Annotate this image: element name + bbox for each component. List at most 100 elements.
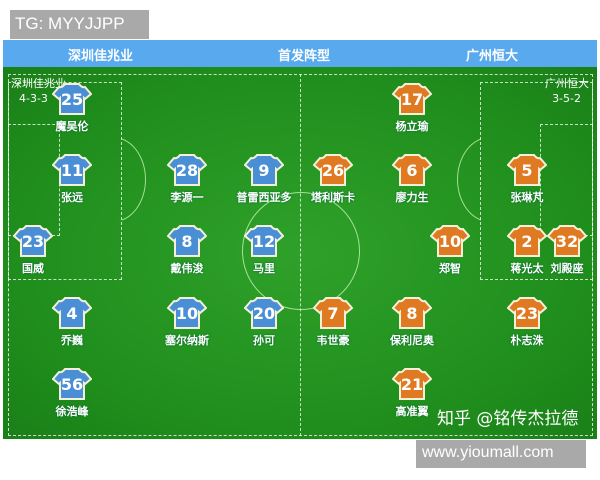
player-name: 塔利斯卡 — [311, 191, 355, 204]
home-player: 8 戴伟浚 — [157, 224, 217, 276]
away-player: 8 保利尼奥 — [382, 296, 442, 348]
player-name: 刘殿座 — [550, 262, 584, 275]
jersey-icon: 5 — [507, 154, 547, 186]
home-player: 56 徐浩峰 — [42, 367, 102, 419]
jersey-number: 7 — [327, 304, 338, 323]
away-player: 17 杨立瑜 — [382, 82, 442, 134]
jersey-number: 25 — [61, 90, 83, 109]
away-player: 21 高准翼 — [382, 367, 442, 419]
away-player: 32 刘殿座 — [537, 224, 597, 276]
jersey-icon: 4 — [52, 297, 92, 329]
away-team-title: 广州恒大 — [466, 49, 519, 64]
jersey-icon: 8 — [392, 297, 432, 329]
watermark-top: TG: MYYJJPP — [10, 10, 149, 39]
jersey-number: 17 — [401, 90, 423, 109]
home-player: 25 魔吴伦 — [42, 82, 102, 134]
jersey-icon: 10 — [430, 225, 470, 257]
jersey-number: 20 — [253, 304, 275, 323]
jersey-number: 9 — [258, 161, 269, 180]
player-name: 郑智 — [439, 262, 461, 275]
center-circle — [242, 192, 360, 310]
player-name: 戴伟浚 — [170, 262, 204, 275]
player-name: 韦世豪 — [316, 334, 350, 347]
jersey-icon: 26 — [313, 154, 353, 186]
player-name: 乔巍 — [61, 334, 83, 347]
jersey-number: 8 — [406, 304, 417, 323]
jersey-number: 11 — [61, 161, 83, 180]
player-name: 孙可 — [253, 334, 275, 347]
jersey-number: 21 — [401, 375, 423, 394]
jersey-number: 23 — [516, 304, 538, 323]
player-name: 保利尼奥 — [390, 334, 434, 347]
jersey-number: 2 — [521, 232, 532, 251]
away-player: 26 塔利斯卡 — [303, 153, 363, 205]
jersey-icon: 10 — [167, 297, 207, 329]
jersey-icon: 21 — [392, 368, 432, 400]
jersey-icon: 7 — [313, 297, 353, 329]
jersey-icon: 8 — [167, 225, 207, 257]
jersey-number: 5 — [521, 161, 532, 180]
away-player: 6 廖力生 — [382, 153, 442, 205]
lineup-header: 深圳佳兆业 首发阵型 广州恒大 — [3, 40, 597, 67]
player-name: 张远 — [61, 191, 83, 204]
away-player: 7 韦世豪 — [303, 296, 363, 348]
jersey-icon: 28 — [167, 154, 207, 186]
jersey-icon: 17 — [392, 83, 432, 115]
home-team-info: 深圳佳兆业 4-3-3 — [11, 76, 66, 106]
player-name: 普雷西亚多 — [236, 191, 292, 204]
jersey-number: 26 — [322, 161, 344, 180]
home-player: 11 张远 — [42, 153, 102, 205]
zhihu-watermark: 知乎 @铭传杰拉德 — [437, 409, 579, 429]
jersey-icon: 6 — [392, 154, 432, 186]
home-player: 9 普雷西亚多 — [234, 153, 294, 205]
football-pitch: 深圳佳兆业 4-3-3 广州恒大 3-5-2 25 魔吴伦 11 张远 28 李… — [3, 67, 597, 439]
jersey-icon: 23 — [507, 297, 547, 329]
player-name: 国威 — [22, 262, 44, 275]
player-name: 李源一 — [170, 191, 204, 204]
home-team-title: 深圳佳兆业 — [68, 49, 134, 64]
jersey-number: 10 — [439, 232, 461, 251]
home-player: 20 孙可 — [234, 296, 294, 348]
jersey-number: 28 — [176, 161, 198, 180]
watermark-bottom: www.yioumall.com — [416, 440, 586, 468]
jersey-icon: 20 — [244, 297, 284, 329]
jersey-icon: 11 — [52, 154, 92, 186]
player-name: 高准翼 — [395, 405, 429, 418]
jersey-icon: 12 — [244, 225, 284, 257]
jersey-number: 56 — [61, 375, 83, 394]
away-formation: 3-5-2 — [552, 92, 581, 105]
player-name: 蒋光太 — [510, 262, 544, 275]
jersey-icon: 25 — [52, 83, 92, 115]
home-player: 23 国威 — [3, 224, 63, 276]
home-player: 12 马里 — [234, 224, 294, 276]
jersey-number: 10 — [176, 304, 198, 323]
jersey-number: 8 — [181, 232, 192, 251]
player-name: 朴志洙 — [510, 334, 544, 347]
jersey-icon: 32 — [547, 225, 587, 257]
jersey-icon: 9 — [244, 154, 284, 186]
player-name: 马里 — [253, 262, 275, 275]
away-player: 2 蒋光太 — [497, 224, 557, 276]
player-name: 廖力生 — [395, 191, 429, 204]
away-player: 23 朴志洙 — [497, 296, 557, 348]
home-team-name: 深圳佳兆业 — [11, 77, 66, 90]
jersey-icon: 23 — [13, 225, 53, 257]
player-name: 杨立瑜 — [395, 120, 429, 133]
lineup-title: 首发阵型 — [278, 49, 331, 64]
jersey-number: 12 — [253, 232, 275, 251]
away-team-info: 广州恒大 3-5-2 — [545, 76, 589, 106]
player-name: 徐浩峰 — [55, 405, 89, 418]
jersey-icon: 56 — [52, 368, 92, 400]
home-formation: 4-3-3 — [19, 92, 48, 105]
player-name: 塞尔纳斯 — [165, 334, 209, 347]
away-player: 5 张琳芃 — [497, 153, 557, 205]
jersey-number: 23 — [22, 232, 44, 251]
jersey-number: 32 — [556, 232, 578, 251]
home-player: 28 李源一 — [157, 153, 217, 205]
player-name: 魔吴伦 — [55, 120, 89, 133]
jersey-number: 4 — [66, 304, 77, 323]
jersey-icon: 2 — [507, 225, 547, 257]
home-player: 4 乔巍 — [42, 296, 102, 348]
away-player: 10 郑智 — [420, 224, 480, 276]
jersey-number: 6 — [406, 161, 417, 180]
